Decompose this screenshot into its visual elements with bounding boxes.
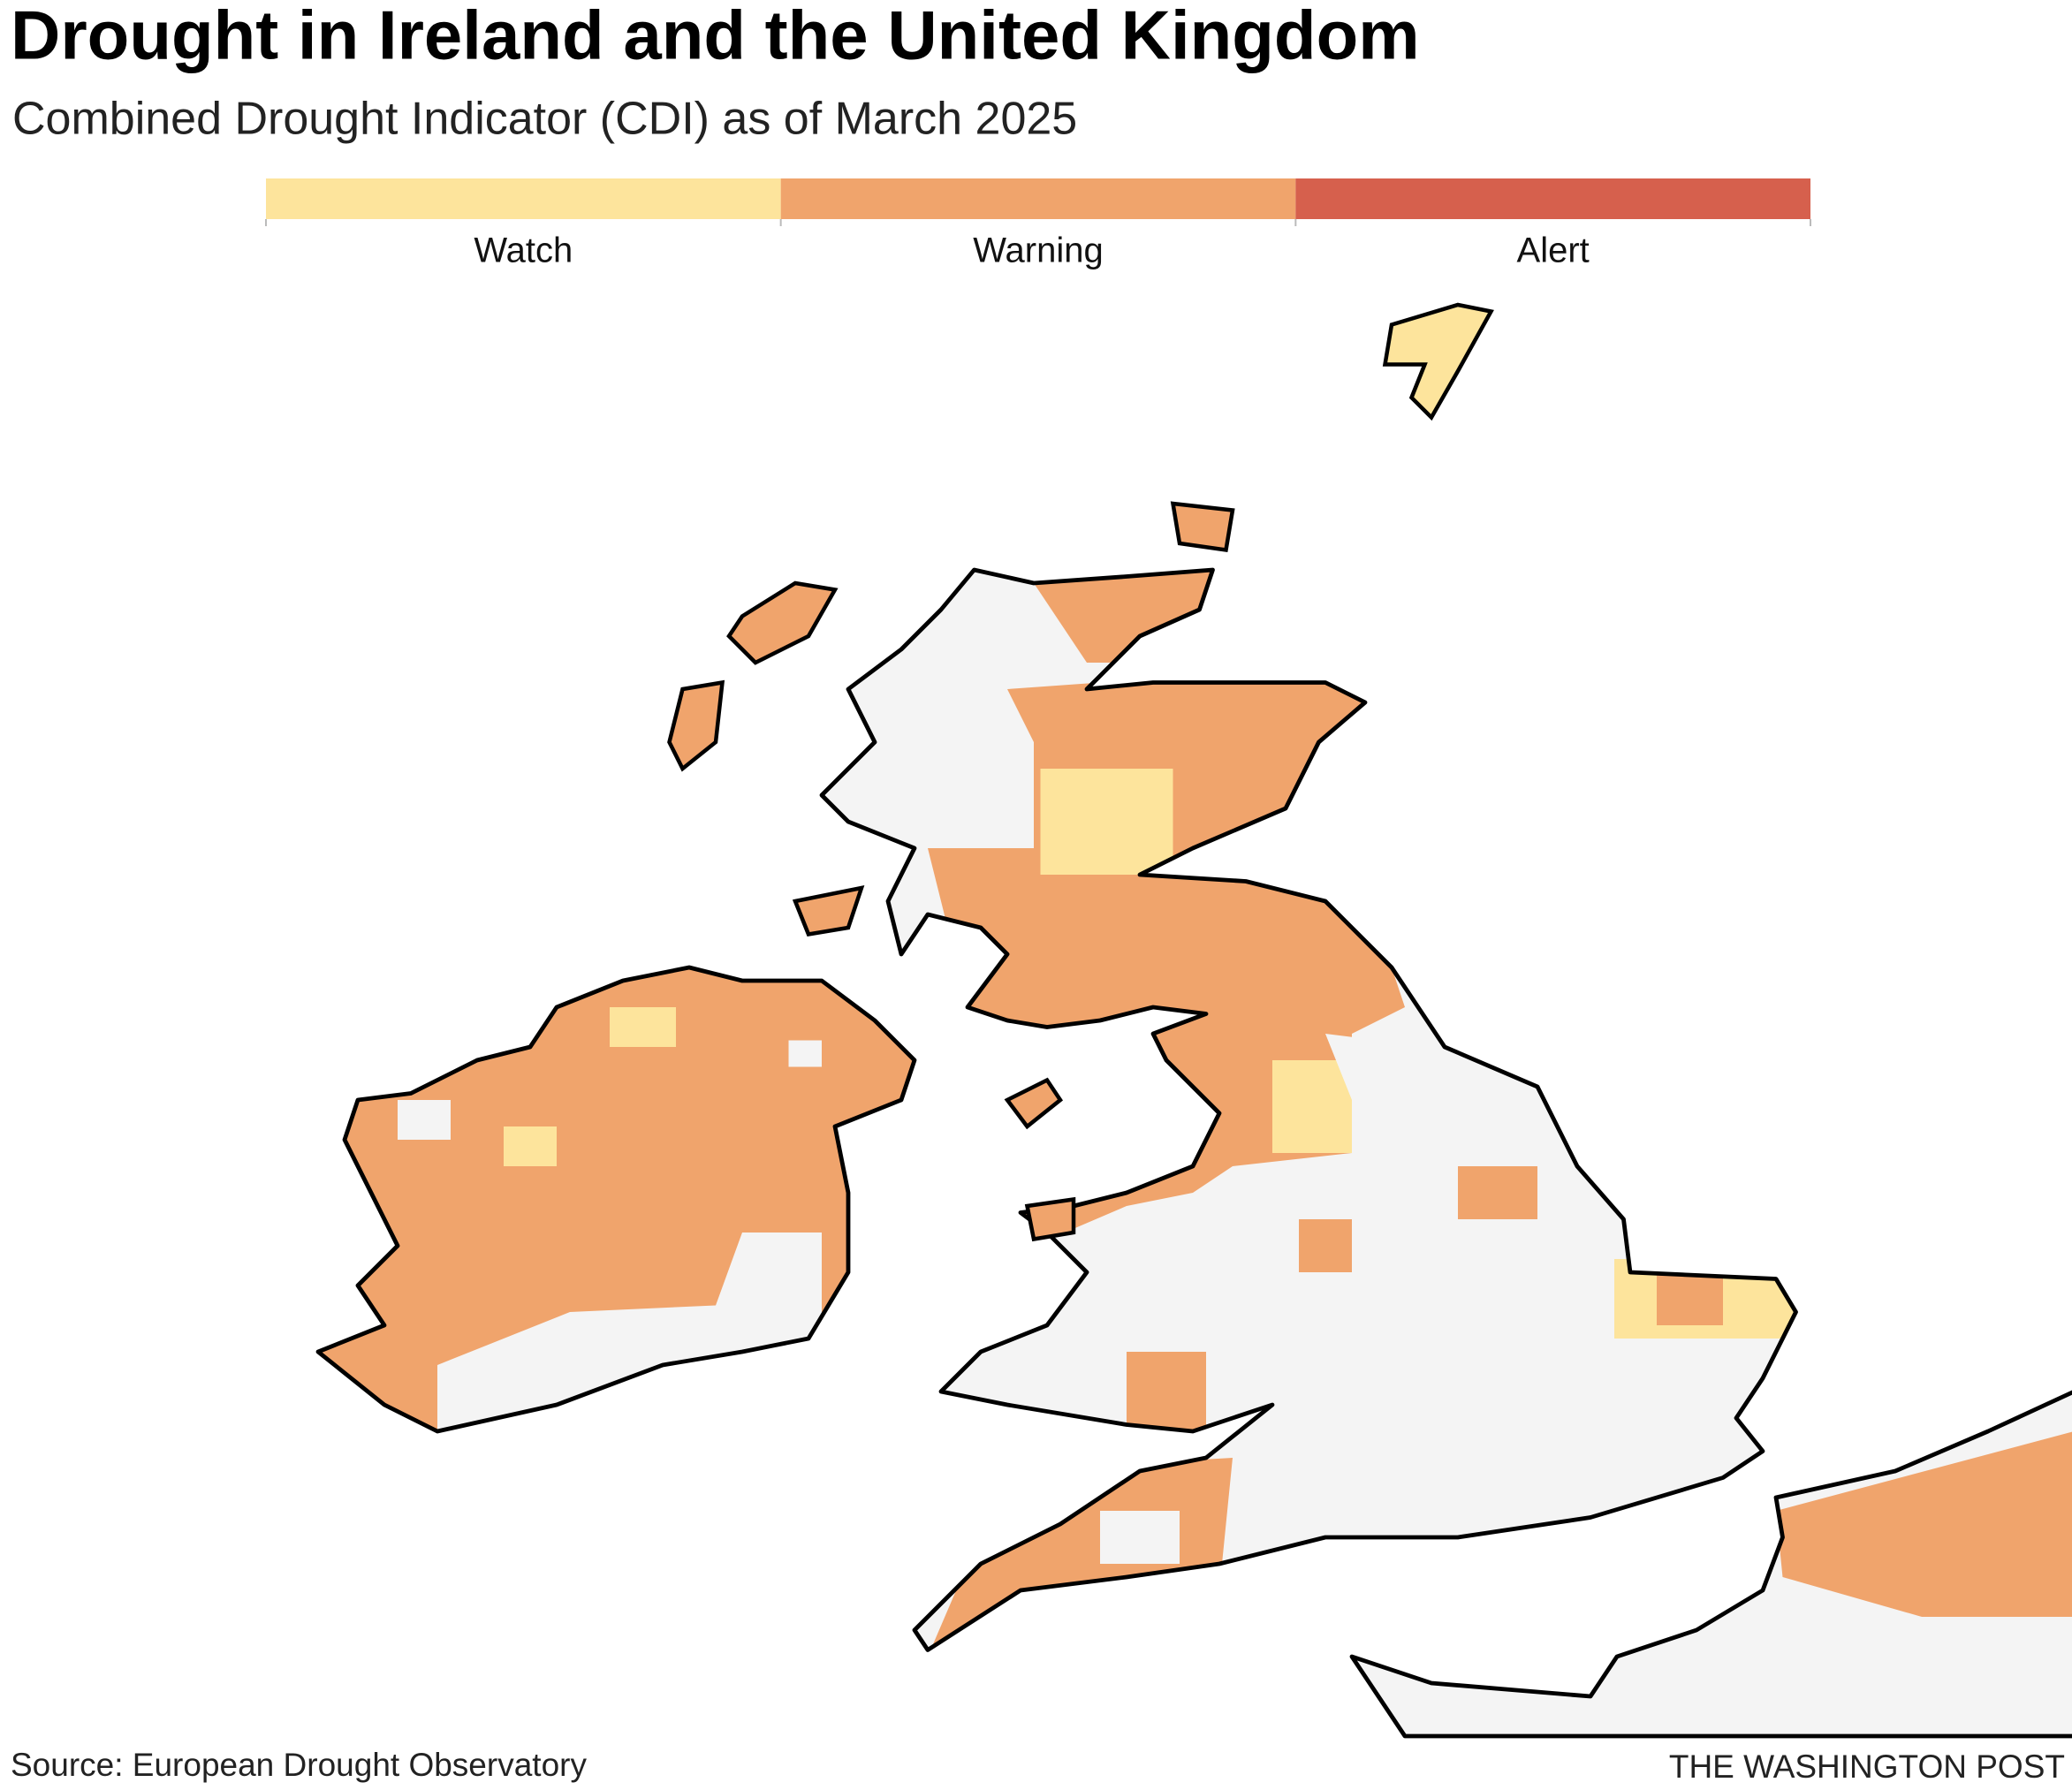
legend-swatch [780,178,1296,219]
legend-swatch [1295,178,1810,219]
legend-label: Watch [474,231,573,270]
source: Source: European Drought Observatory [11,1747,587,1783]
legend-label: Warning [973,231,1103,270]
ireland [318,967,915,1431]
legend-swatch [266,178,781,219]
legend: Watch Warning Alert [265,178,1811,270]
islands [667,302,1494,1242]
great-britain [822,570,1796,1650]
subtitle: Combined Drought Indicator (CDI) as of M… [12,94,1077,145]
credit: THE WASHINGTON POST [1669,1748,2065,1785]
map [305,302,2072,1749]
legend-label: Alert [1517,231,1590,270]
title: Drought in Ireland and the United Kingdo… [11,0,1420,74]
